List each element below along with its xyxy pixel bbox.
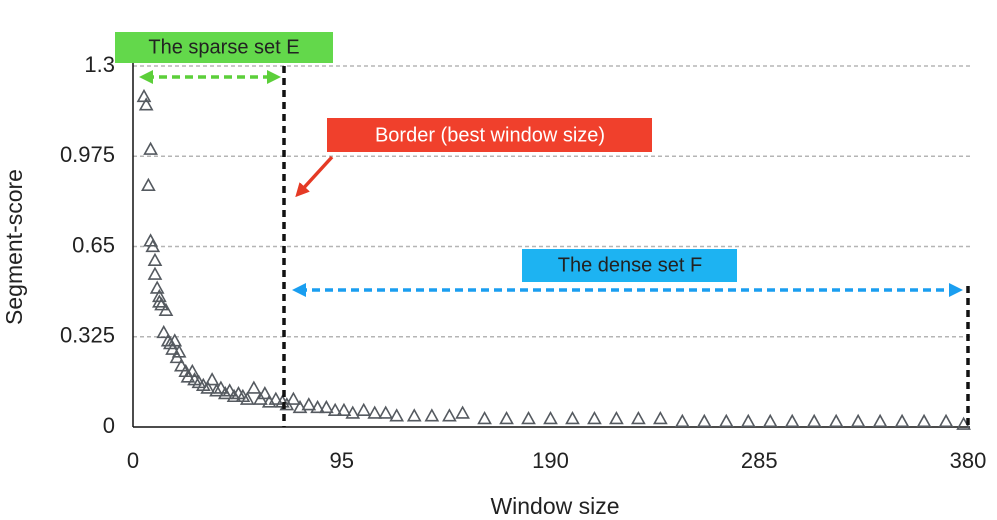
point <box>336 402 352 416</box>
point <box>204 372 220 386</box>
point <box>173 358 189 372</box>
point <box>806 413 822 428</box>
y-tick-label: 0.975 <box>60 142 115 167</box>
point <box>143 141 158 155</box>
x-tick-label: 285 <box>741 448 778 473</box>
point <box>345 405 361 419</box>
point <box>209 383 224 397</box>
point <box>477 411 492 425</box>
point <box>171 344 187 358</box>
point <box>406 408 422 422</box>
point <box>310 399 325 414</box>
point <box>389 408 405 422</box>
point <box>740 413 756 428</box>
point <box>145 238 161 253</box>
point <box>674 413 690 428</box>
point <box>147 266 163 280</box>
dense-label: The dense set F <box>558 254 703 276</box>
dense-label-box <box>522 249 737 282</box>
point <box>158 302 174 316</box>
y-axis-label: Segment-score <box>1 169 27 325</box>
border-label-box <box>327 118 652 152</box>
point <box>938 413 954 428</box>
point <box>156 324 172 339</box>
y-tick-label: 0 <box>103 413 115 438</box>
point <box>257 386 273 400</box>
point <box>916 413 932 428</box>
point <box>850 413 866 428</box>
y-tick-label: 1.3 <box>84 52 115 77</box>
point <box>784 413 800 428</box>
y-tick-label: 0.65 <box>72 232 115 257</box>
point <box>327 402 343 416</box>
point <box>222 383 238 397</box>
x-axis-label: Window size <box>490 493 619 519</box>
point <box>565 411 580 425</box>
point <box>828 413 844 428</box>
sparse-label-box <box>115 32 333 63</box>
x-tick-label: 0 <box>127 448 139 473</box>
point <box>587 411 602 425</box>
point <box>141 177 156 192</box>
point <box>872 413 888 428</box>
point <box>136 88 152 103</box>
point <box>424 408 440 422</box>
border-label: Border (best window size) <box>375 124 605 146</box>
point <box>762 413 778 428</box>
point <box>631 411 646 425</box>
point <box>442 408 457 422</box>
point <box>147 252 163 266</box>
point <box>696 413 712 428</box>
point <box>292 399 308 414</box>
point <box>138 97 154 111</box>
point <box>319 399 334 414</box>
border-arrow <box>295 155 334 198</box>
point <box>543 411 558 425</box>
point <box>261 394 277 408</box>
point <box>894 413 910 428</box>
point <box>154 297 169 311</box>
point <box>149 280 165 294</box>
point <box>609 411 624 425</box>
point <box>378 405 394 419</box>
y-tick-label: 0.325 <box>60 323 115 348</box>
x-tick-label: 380 <box>950 448 987 473</box>
point <box>367 405 383 419</box>
point <box>226 388 242 403</box>
point <box>239 391 255 405</box>
x-tick-label: 95 <box>330 448 354 473</box>
point <box>200 380 216 394</box>
point <box>653 411 668 425</box>
point <box>718 413 734 428</box>
point <box>521 411 536 425</box>
point <box>246 380 262 394</box>
point <box>301 397 317 411</box>
point <box>455 405 470 419</box>
point <box>167 333 183 347</box>
point <box>268 391 284 405</box>
point <box>213 380 229 394</box>
point <box>217 386 233 400</box>
point <box>499 411 514 425</box>
point <box>165 341 180 355</box>
grid <box>133 65 972 338</box>
point <box>356 402 372 416</box>
point <box>286 391 301 405</box>
x-tick-label: 190 <box>532 448 569 473</box>
sparse-label: The sparse set E <box>148 36 299 58</box>
points <box>136 88 971 430</box>
